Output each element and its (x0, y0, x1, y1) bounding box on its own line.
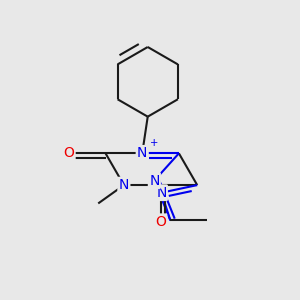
Text: N: N (119, 178, 129, 192)
Text: N: N (156, 186, 167, 200)
Text: N: N (149, 174, 160, 188)
Text: O: O (64, 146, 74, 160)
Text: O: O (155, 215, 166, 229)
Text: N: N (137, 146, 147, 160)
Text: +: + (150, 138, 158, 148)
